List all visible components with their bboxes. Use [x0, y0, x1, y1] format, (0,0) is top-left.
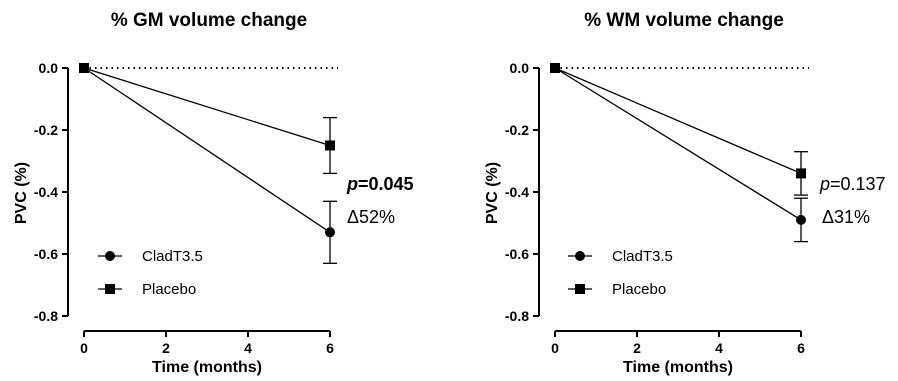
- x-tick-label: 0: [80, 340, 88, 356]
- series-line-placebo: [83, 67, 331, 147]
- legend-marker-square: [575, 284, 585, 294]
- x-tick-label: 4: [244, 340, 252, 356]
- x-axis-label: Time (months): [623, 359, 733, 376]
- x-tick-label: 6: [326, 340, 334, 356]
- axes: 0.0 -0.2 -0.4 -0.6 -0.8 0 2 4 6: [505, 60, 805, 356]
- legend: CladT3.5 Placebo: [568, 248, 673, 298]
- series-line-cladt3.5: [83, 67, 331, 233]
- plot-area: [79, 63, 338, 264]
- x-tick-label: 4: [715, 340, 723, 356]
- x-axis-label: Time (months): [152, 359, 262, 376]
- legend: CladT3.5 Placebo: [98, 248, 203, 298]
- data-point-square: [550, 63, 560, 73]
- chart-title: % GM volume change: [111, 10, 307, 31]
- p-value-annotation: p=0.045: [346, 174, 414, 194]
- legend-marker-circle: [575, 251, 585, 261]
- y-axis-label: PVC (%): [13, 162, 30, 224]
- chart-title: % WM volume change: [584, 10, 784, 31]
- y-tick-label: -0.8: [505, 308, 529, 324]
- y-tick-label: -0.4: [34, 184, 58, 200]
- p-value-annotation: p=0.137: [819, 174, 886, 194]
- legend-marker-circle: [105, 251, 115, 261]
- y-axis-label: PVC (%): [484, 162, 501, 224]
- legend-label: CladT3.5: [612, 248, 673, 265]
- p-value: =0.137: [830, 174, 886, 194]
- data-point-square: [796, 168, 806, 179]
- data-point-square: [325, 140, 335, 151]
- legend-label: CladT3.5: [142, 248, 203, 265]
- series-line-cladt3.5: [554, 67, 802, 221]
- x-tick-label: 0: [551, 340, 559, 356]
- chart-panel-wm: % WM volume change PVC (%) Time (months)…: [484, 10, 886, 376]
- series-line-placebo: [554, 67, 802, 174]
- y-tick-label: -0.8: [34, 308, 58, 324]
- legend-marker-square: [105, 284, 115, 294]
- p-symbol: p: [819, 174, 830, 194]
- x-tick-label: 2: [162, 340, 170, 356]
- chart-panel-gm: % GM volume change PVC (%) Time (months)…: [13, 10, 414, 376]
- delta-annotation: Δ52%: [347, 207, 395, 227]
- x-tick-label: 2: [633, 340, 641, 356]
- y-tick-label: -0.6: [505, 246, 529, 262]
- legend-label: Placebo: [142, 281, 196, 298]
- axes: 0.0 -0.2 -0.4 -0.6 -0.8 0 2 4 6: [34, 60, 334, 356]
- y-tick-label: -0.2: [505, 122, 529, 138]
- p-value: =0.045: [358, 174, 414, 194]
- data-point-square: [79, 63, 89, 73]
- data-point-circle: [325, 227, 335, 238]
- y-tick-label: -0.6: [34, 246, 58, 262]
- plot-area: [550, 63, 809, 243]
- delta-annotation: Δ31%: [822, 207, 870, 227]
- y-tick-label: 0.0: [39, 60, 59, 76]
- data-point-circle: [796, 214, 806, 225]
- p-symbol: p: [346, 174, 358, 194]
- legend-label: Placebo: [612, 281, 666, 298]
- y-tick-label: 0.0: [510, 60, 530, 76]
- y-tick-label: -0.2: [34, 122, 58, 138]
- x-tick-label: 6: [797, 340, 805, 356]
- y-tick-label: -0.4: [505, 184, 529, 200]
